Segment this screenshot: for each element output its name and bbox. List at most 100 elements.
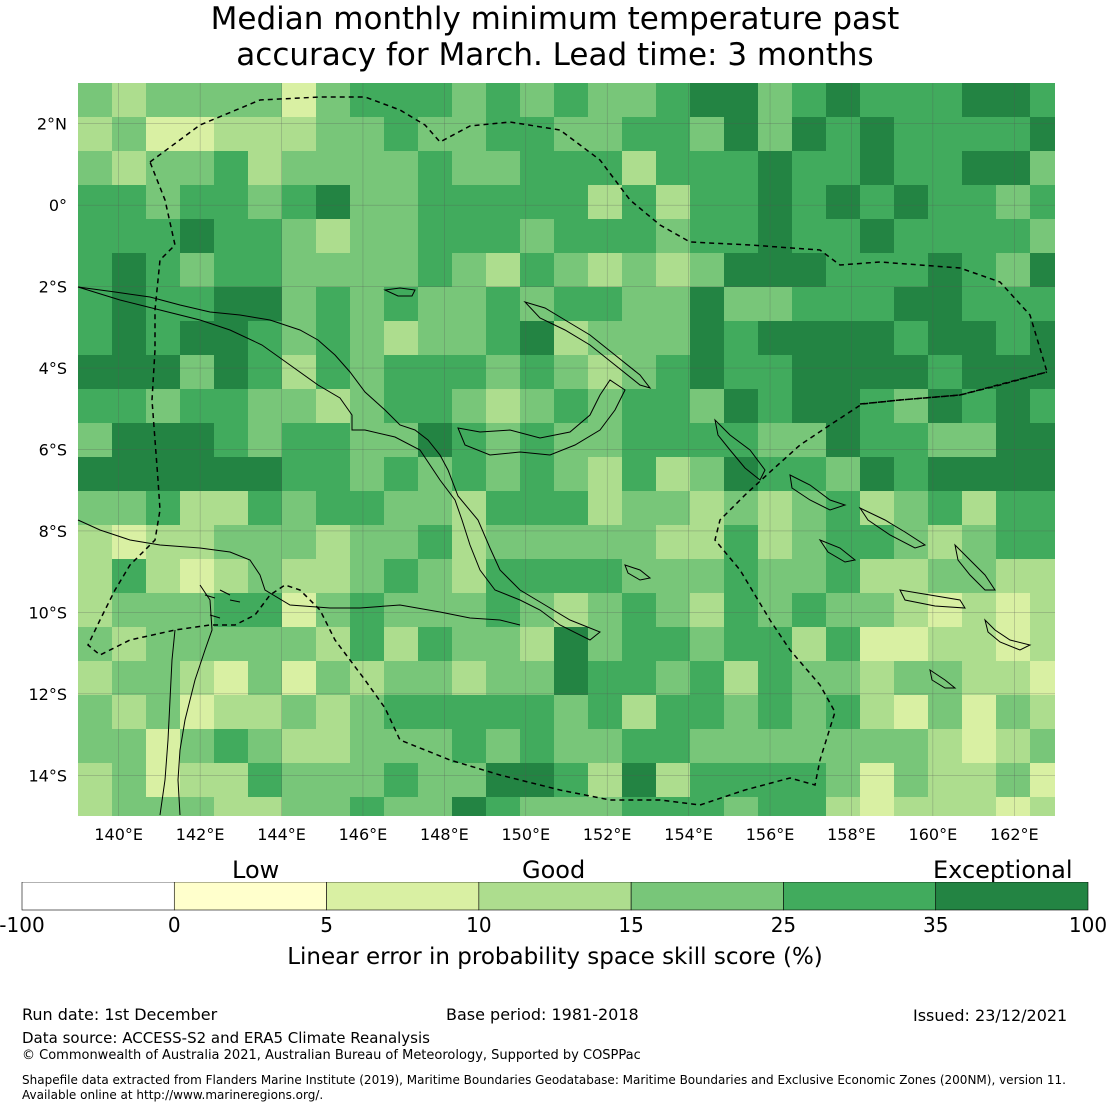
skill-cell — [690, 287, 724, 321]
skill-cell — [792, 457, 826, 491]
south-new-guinea-coastline — [77, 519, 521, 626]
skill-cell — [486, 695, 520, 729]
skill-cell — [928, 491, 962, 525]
skill-cell — [860, 695, 894, 729]
skill-cell — [588, 593, 622, 627]
skill-cell — [826, 593, 860, 627]
lat-tick-label: 2°N — [37, 115, 67, 134]
skill-cell — [1030, 423, 1055, 457]
skill-cell — [520, 355, 554, 389]
skill-cell — [622, 797, 656, 816]
skill-cell — [962, 491, 996, 525]
skill-cell — [146, 151, 180, 185]
skill-cell — [78, 355, 112, 389]
skill-cell — [1030, 355, 1055, 389]
skill-cell — [656, 185, 690, 219]
shapefile-credit-line-1: Shapefile data extracted from Flanders M… — [22, 1073, 1066, 1087]
skill-cell — [214, 729, 248, 763]
skill-cell — [180, 457, 214, 491]
skill-cell — [928, 151, 962, 185]
skill-cell — [282, 797, 316, 816]
skill-cell — [996, 661, 1030, 695]
lon-tick-label: 158°E — [827, 825, 876, 844]
skill-cell — [962, 287, 996, 321]
skill-cell — [724, 559, 758, 593]
skill-cell — [724, 117, 758, 151]
skill-cell — [486, 355, 520, 389]
skill-cell — [860, 423, 894, 457]
skill-cell — [418, 627, 452, 661]
skill-cell — [520, 389, 554, 423]
skill-cell — [792, 287, 826, 321]
skill-cell — [520, 321, 554, 355]
skill-cell — [214, 695, 248, 729]
skill-cell — [724, 287, 758, 321]
skill-cell — [418, 491, 452, 525]
skill-cell — [78, 321, 112, 355]
skill-cell — [350, 593, 384, 627]
skill-cell — [724, 389, 758, 423]
skill-cell — [792, 389, 826, 423]
skill-cell — [690, 559, 724, 593]
skill-cell — [860, 117, 894, 151]
skill-cell — [316, 661, 350, 695]
skill-cell — [996, 797, 1030, 816]
legend-exceptional-label: Exceptional — [933, 856, 1073, 884]
skill-cell — [282, 457, 316, 491]
skill-cell — [112, 695, 146, 729]
skill-cell — [486, 661, 520, 695]
skill-cell — [826, 491, 860, 525]
skill-cell — [622, 151, 656, 185]
copyright-notice: © Commonwealth of Australia 2021, Austra… — [22, 1048, 641, 1063]
skill-cell — [248, 321, 282, 355]
skill-cell — [928, 661, 962, 695]
skill-cell — [112, 83, 146, 117]
skill-cell — [248, 525, 282, 559]
solomons-coastline-4 — [954, 543, 996, 591]
skill-cell — [588, 729, 622, 763]
skill-cell — [554, 389, 588, 423]
skill-cell — [622, 253, 656, 287]
skill-cell — [1030, 287, 1055, 321]
skill-cell — [656, 627, 690, 661]
skill-cell — [928, 219, 962, 253]
skill-cell — [316, 253, 350, 287]
torres-islands — [204, 589, 241, 619]
skill-cell — [962, 559, 996, 593]
skill-cell — [588, 83, 622, 117]
skill-cell — [146, 491, 180, 525]
skill-cell — [350, 661, 384, 695]
skill-cell — [792, 559, 826, 593]
skill-cell — [452, 355, 486, 389]
skill-cell — [214, 117, 248, 151]
skill-cell — [962, 117, 996, 151]
skill-cell — [588, 525, 622, 559]
skill-cell — [894, 151, 928, 185]
skill-cell — [554, 219, 588, 253]
skill-cell — [316, 457, 350, 491]
skill-cell — [656, 287, 690, 321]
skill-cell — [996, 389, 1030, 423]
skill-cell — [928, 355, 962, 389]
skill-cell — [180, 185, 214, 219]
skill-cell — [758, 151, 792, 185]
skill-cell — [894, 83, 928, 117]
skill-cell — [690, 525, 724, 559]
coastlines — [77, 286, 1032, 816]
skill-cell — [452, 219, 486, 253]
skill-cell — [78, 423, 112, 457]
skill-cell — [1030, 627, 1055, 661]
skill-cell — [894, 389, 928, 423]
lon-tick-label: 140°E — [94, 825, 143, 844]
skill-cell — [622, 729, 656, 763]
skill-cell — [554, 627, 588, 661]
skill-cell — [928, 593, 962, 627]
skill-cell — [1030, 559, 1055, 593]
skill-cell — [214, 593, 248, 627]
skill-cell — [316, 423, 350, 457]
skill-cell — [826, 559, 860, 593]
skill-cell — [724, 253, 758, 287]
skill-cell — [316, 355, 350, 389]
skill-cell — [78, 151, 112, 185]
skill-cell — [146, 219, 180, 253]
